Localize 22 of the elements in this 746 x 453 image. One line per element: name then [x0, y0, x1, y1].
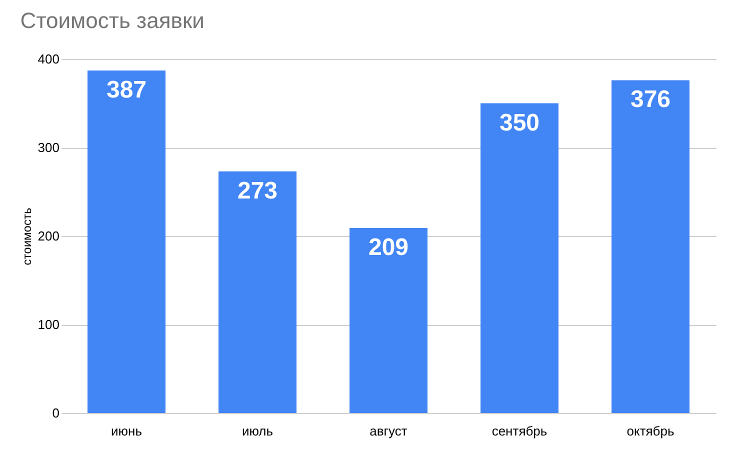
y-tick-label: 400: [38, 52, 60, 66]
x-tick-label: сентябрь: [492, 424, 548, 438]
y-tick-label: 0: [52, 406, 60, 420]
x-tick-label: июнь: [111, 424, 142, 438]
data-label: 350: [499, 109, 540, 136]
bar: [350, 228, 428, 413]
y-tick-label: 300: [38, 140, 60, 155]
bar: [612, 80, 690, 413]
data-label: 376: [630, 86, 671, 114]
x-tick-label: октябрь: [626, 424, 674, 438]
data-label: 387: [106, 76, 147, 104]
bar: [218, 171, 296, 413]
bar: [88, 70, 166, 413]
y-tick-label: 200: [38, 228, 60, 244]
chart-title: Стоимость заявки: [20, 8, 204, 33]
x-tick-label: июль: [242, 424, 274, 438]
y-tick-label: 100: [38, 317, 60, 332]
x-tick-label: август: [370, 424, 408, 438]
data-label: 209: [368, 234, 409, 262]
bar: [480, 103, 558, 413]
data-label: 273: [237, 177, 278, 204]
y-axis-title: стоимость: [20, 208, 34, 266]
